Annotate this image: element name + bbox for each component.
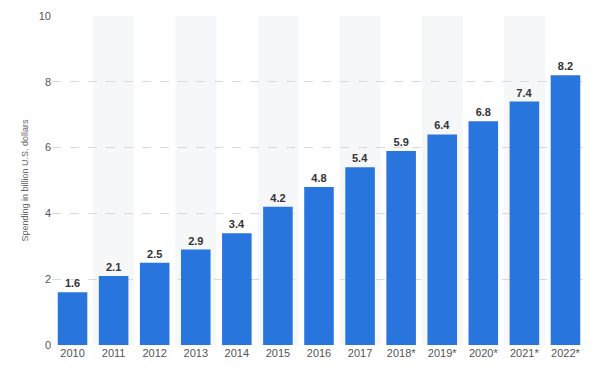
svg-text:1.6: 1.6 [65,277,80,289]
svg-text:2019*: 2019* [428,347,457,359]
svg-text:7.4: 7.4 [516,87,532,99]
svg-text:2014: 2014 [225,347,249,359]
svg-text:6.8: 6.8 [476,106,491,118]
svg-text:4: 4 [45,207,51,219]
svg-text:2.9: 2.9 [188,235,203,247]
svg-text:2021*: 2021* [510,347,539,359]
svg-text:8.2: 8.2 [558,60,573,72]
svg-text:6.4: 6.4 [434,119,450,131]
svg-text:2010: 2010 [60,347,84,359]
svg-text:4.2: 4.2 [270,192,285,204]
svg-text:Spending in billion U.S. dolla: Spending in billion U.S. dollars [20,119,30,242]
svg-text:2: 2 [45,273,51,285]
svg-text:2.5: 2.5 [147,248,162,260]
svg-text:8: 8 [45,76,51,88]
svg-text:2017: 2017 [348,347,372,359]
svg-text:2018*: 2018* [387,347,416,359]
svg-text:10: 10 [39,10,51,22]
svg-text:2022*: 2022* [551,347,580,359]
svg-text:2020*: 2020* [469,347,498,359]
svg-text:5.4: 5.4 [352,152,368,164]
svg-text:3.4: 3.4 [229,218,245,230]
svg-text:2015: 2015 [266,347,290,359]
svg-text:5.9: 5.9 [394,136,409,148]
svg-text:2013: 2013 [184,347,208,359]
svg-text:2.1: 2.1 [106,261,121,273]
svg-text:2011: 2011 [102,347,126,359]
svg-text:2016: 2016 [307,347,331,359]
svg-text:6: 6 [45,141,51,153]
svg-text:4.8: 4.8 [311,172,326,184]
svg-text:0: 0 [45,339,51,351]
svg-text:2012: 2012 [142,347,166,359]
